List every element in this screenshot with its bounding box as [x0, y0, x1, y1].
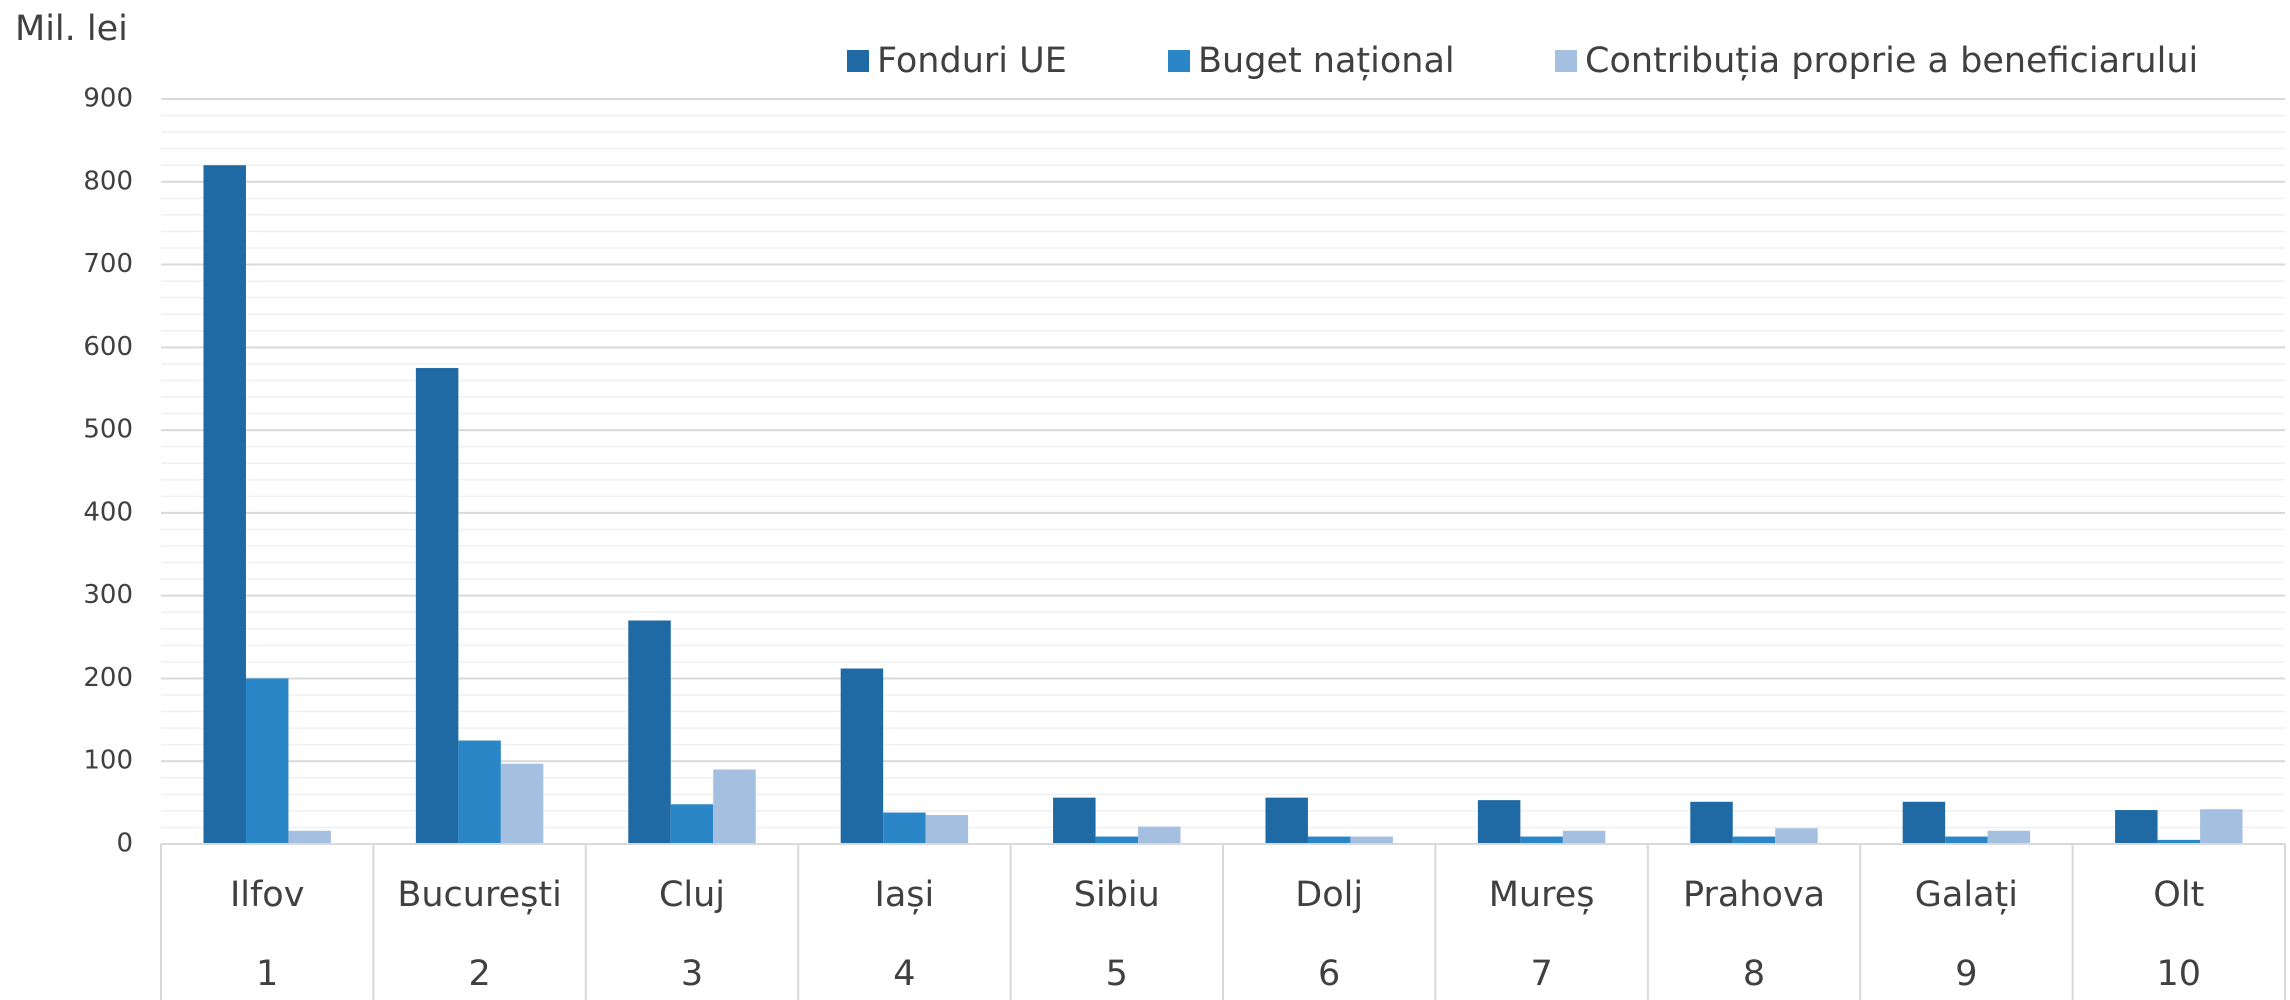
- bar: [415, 368, 459, 844]
- bar: [1095, 836, 1139, 844]
- bar: [458, 740, 501, 844]
- bar: [288, 830, 331, 844]
- bar: [840, 668, 884, 844]
- x-tick-label: Galați: [1915, 875, 2018, 915]
- legend-label: Buget național: [1198, 41, 1455, 81]
- category-number: 10: [2157, 954, 2202, 994]
- bar: [1477, 800, 1521, 844]
- legend-label: Fonduri UE: [877, 41, 1067, 81]
- category-number: 5: [1106, 954, 1128, 994]
- category-number: 8: [1743, 954, 1765, 994]
- bar: [2157, 839, 2201, 844]
- y-tick-label: 300: [83, 580, 133, 610]
- bar: [2115, 810, 2158, 844]
- bar: [713, 769, 756, 844]
- bar: [1307, 836, 1351, 844]
- x-tick-label: Dolj: [1295, 875, 1363, 915]
- bar: [925, 815, 969, 844]
- bar: [1945, 836, 1988, 844]
- bar: [1902, 801, 1946, 844]
- y-tick-label: 900: [83, 84, 133, 114]
- x-tick-label: Prahova: [1683, 875, 1825, 915]
- category-number: 3: [681, 954, 703, 994]
- bar: [203, 165, 246, 844]
- category-number: 6: [1318, 954, 1340, 994]
- bar: [1690, 801, 1733, 844]
- bar: [670, 804, 714, 844]
- category-number: 2: [468, 954, 490, 994]
- category-number: 4: [893, 954, 915, 994]
- y-axis-label: Mil. lei: [15, 9, 128, 49]
- bar: [1732, 836, 1776, 844]
- bar: [500, 763, 544, 844]
- x-tick-label: Olt: [2153, 875, 2204, 915]
- category-number: 1: [256, 954, 278, 994]
- y-tick-label: 100: [83, 746, 133, 776]
- bar: [883, 812, 926, 844]
- bar: [1053, 797, 1096, 844]
- bar: [1987, 830, 2031, 844]
- bar: [1350, 836, 1393, 844]
- x-tick-label: Sibiu: [1074, 875, 1160, 915]
- y-tick-label: 700: [83, 249, 133, 279]
- x-tick-label: Mureș: [1489, 875, 1595, 915]
- y-tick-label: 800: [83, 166, 133, 196]
- bar: [1775, 828, 1818, 844]
- bar: [1520, 836, 1563, 844]
- category-number: 9: [1955, 954, 1977, 994]
- y-tick-label: 200: [83, 663, 133, 693]
- x-tick-label: Iași: [875, 875, 935, 915]
- legend-swatch: [847, 50, 869, 72]
- bar: [1562, 830, 1606, 844]
- x-tick-label: București: [397, 875, 561, 915]
- bar: [628, 620, 671, 844]
- y-tick-label: 400: [83, 497, 133, 527]
- category-number: 7: [1530, 954, 1552, 994]
- legend-label: Contribuția proprie a beneficiarului: [1585, 41, 2198, 81]
- x-tick-label: Ilfov: [230, 875, 305, 915]
- y-tick-label: 600: [83, 332, 133, 362]
- y-tick-label: 500: [83, 415, 133, 445]
- bar: [1138, 826, 1181, 844]
- x-tick-label: Cluj: [659, 875, 725, 915]
- bar: [2200, 809, 2243, 844]
- legend-swatch: [1555, 50, 1577, 72]
- bar: [245, 678, 289, 844]
- legend-swatch: [1168, 50, 1190, 72]
- y-tick-label: 0: [116, 829, 133, 859]
- bar: [1265, 797, 1308, 844]
